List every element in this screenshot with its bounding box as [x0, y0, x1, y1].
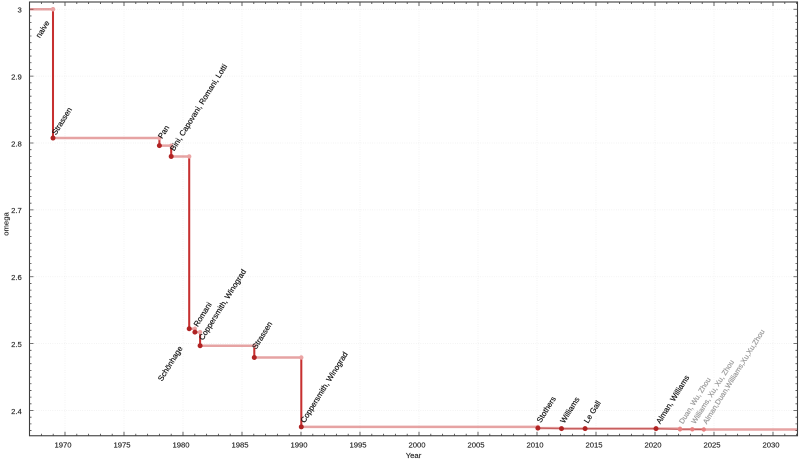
svg-text:2.5: 2.5 [11, 340, 22, 349]
svg-text:2.8: 2.8 [11, 139, 22, 148]
svg-text:1980: 1980 [172, 441, 189, 450]
svg-text:2000: 2000 [408, 441, 425, 450]
svg-text:2.6: 2.6 [11, 273, 22, 282]
svg-text:2030: 2030 [762, 441, 779, 450]
svg-text:2005: 2005 [467, 441, 484, 450]
svg-text:1995: 1995 [349, 441, 366, 450]
svg-text:2025: 2025 [703, 441, 720, 450]
svg-text:1970: 1970 [54, 441, 71, 450]
svg-text:2.9: 2.9 [11, 72, 22, 81]
svg-text:1985: 1985 [231, 441, 248, 450]
svg-text:2.7: 2.7 [11, 206, 22, 215]
svg-text:2010: 2010 [526, 441, 543, 450]
svg-text:2.4: 2.4 [11, 407, 22, 416]
svg-text:omega: omega [2, 212, 11, 236]
svg-text:3: 3 [18, 6, 22, 15]
svg-text:2020: 2020 [644, 441, 661, 450]
svg-text:Year: Year [406, 451, 422, 460]
svg-text:2015: 2015 [585, 441, 602, 450]
svg-text:1990: 1990 [290, 441, 307, 450]
svg-text:1975: 1975 [113, 441, 130, 450]
